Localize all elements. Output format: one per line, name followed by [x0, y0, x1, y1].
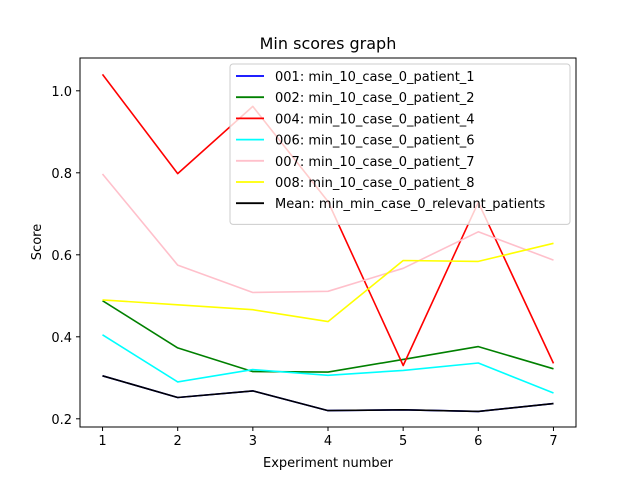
legend: 001: min_10_case_0_patient_1 002: min_10_…: [229, 63, 571, 225]
y-tick-label: 0.4: [51, 331, 72, 346]
legend-box: [229, 63, 571, 225]
series-line-006: [102, 334, 554, 394]
x-tick-label: 6: [474, 434, 482, 449]
series-line-007: [101, 173, 554, 294]
legend-entry-label: 001: min_10_case_0_patient_1: [275, 70, 475, 85]
y-axis-ticks: 0.2 0.4 0.6 0.8 1.0: [51, 85, 80, 428]
y-tick-label: 0.2: [51, 413, 72, 428]
series-line-008: [102, 242, 554, 323]
legend-entry-label: Mean: min_min_case_0_relevant_patients: [275, 197, 546, 212]
legend-entry-label: 007: min_10_case_0_patient_7: [275, 155, 475, 170]
legend-entry-label: 006: min_10_case_0_patient_6: [275, 134, 475, 149]
x-tick-label: 2: [174, 434, 182, 449]
legend-entry-label: 008: min_10_case_0_patient_8: [275, 176, 475, 191]
x-tick-label: 7: [549, 434, 557, 449]
x-axis-label: Experiment number: [263, 456, 394, 471]
x-axis-ticks: 1 2 3 4 5 6 7: [98, 427, 558, 449]
y-axis-label: Score: [30, 224, 45, 260]
y-tick-label: 1.0: [51, 85, 72, 100]
y-tick-label: 0.6: [51, 249, 72, 264]
chart-title: Min scores graph: [260, 34, 397, 53]
legend-entry-label: 004: min_10_case_0_patient_4: [275, 112, 475, 127]
x-tick-label: 3: [249, 434, 257, 449]
x-tick-label: 1: [98, 434, 106, 449]
y-tick-label: 0.8: [51, 167, 72, 182]
series-line-mean: [102, 375, 554, 413]
x-tick-label: 5: [399, 434, 407, 449]
x-tick-label: 4: [324, 434, 332, 449]
series-line-002: [102, 300, 554, 373]
legend-entry-label: 002: min_10_case_0_patient_2: [275, 91, 475, 106]
